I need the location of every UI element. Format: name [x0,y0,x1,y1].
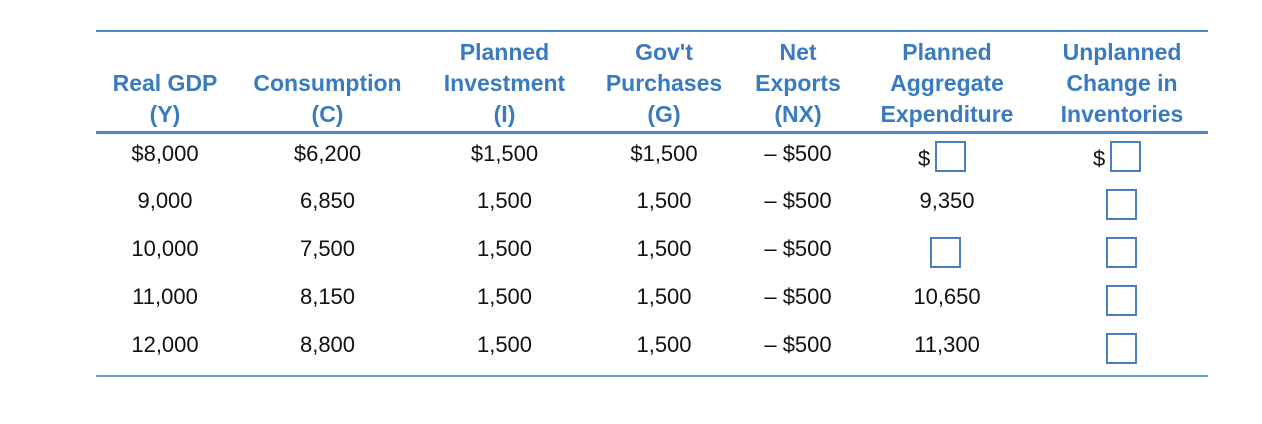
planned-aggregate-expenditure-input[interactable] [935,141,966,172]
cell-net-exports: – $500 [764,332,832,357]
cell-real-gdp: 9,000 [137,188,193,213]
cell-net-exports: – $500 [764,236,832,261]
cell-net-exports: – $500 [764,284,832,309]
cell-govt-purchases: 1,500 [636,284,692,309]
cell-planned-investment: $1,500 [470,141,539,166]
unplanned-change-in-inventories-input[interactable] [1106,285,1137,316]
header-govt-purchases: Gov't Purchases (G) [605,39,723,127]
cell-real-gdp: 12,000 [131,332,199,357]
header-planned-aggregate-expenditure: Planned Aggregate Expenditure [880,39,1014,127]
cell-govt-purchases: 1,500 [636,236,692,261]
header-consumption: Consumption (C) [253,70,402,127]
planned-aggregate-expenditure-input[interactable] [930,237,961,268]
cell-consumption: $6,200 [293,141,362,166]
cell-govt-purchases: 1,500 [636,188,692,213]
unplanned-change-in-inventories-input[interactable] [1106,189,1137,220]
cell-consumption: 6,850 [299,188,356,213]
header-net-exports: Net Exports (NX) [755,39,841,127]
cell-consumption: 8,800 [299,332,356,357]
cell-planned-aggregate-expenditure: 10,650 [913,284,981,309]
cell-real-gdp: 11,000 [132,284,198,309]
cell-net-exports: – $500 [764,141,832,166]
cell-govt-purchases: 1,500 [636,332,692,357]
table-bottom-rule [96,375,1208,377]
header-unplanned-change-in-inventories: Unplanned Change in Inventories [1060,39,1184,127]
cell-planned-investment: 1,500 [476,236,533,261]
cell-real-gdp: $8,000 [131,141,199,166]
unplanned-change-in-inventories-input[interactable] [1110,141,1141,172]
cell-planned-investment: 1,500 [476,188,533,213]
dollar-sign-label: $ [1093,146,1106,171]
unplanned-change-in-inventories-input[interactable] [1106,237,1137,268]
cell-planned-investment: 1,500 [476,332,533,357]
table-top-rule [96,30,1208,32]
cell-planned-aggregate-expenditure: 9,350 [919,188,975,213]
unplanned-change-in-inventories-input[interactable] [1106,333,1137,364]
cell-planned-aggregate-expenditure: 11,300 [914,332,980,357]
cell-net-exports: – $500 [764,188,832,213]
cell-consumption: 7,500 [299,236,356,261]
dollar-sign-label: $ [918,146,931,171]
cell-consumption: 8,150 [299,284,356,309]
header-real-gdp: Real GDP (Y) [112,70,218,127]
header-planned-investment: Planned Investment (I) [443,39,566,127]
cell-govt-purchases: $1,500 [630,141,698,166]
cell-planned-investment: 1,500 [476,284,533,309]
cell-real-gdp: 10,000 [131,236,199,261]
header-separator-rule [96,131,1208,134]
